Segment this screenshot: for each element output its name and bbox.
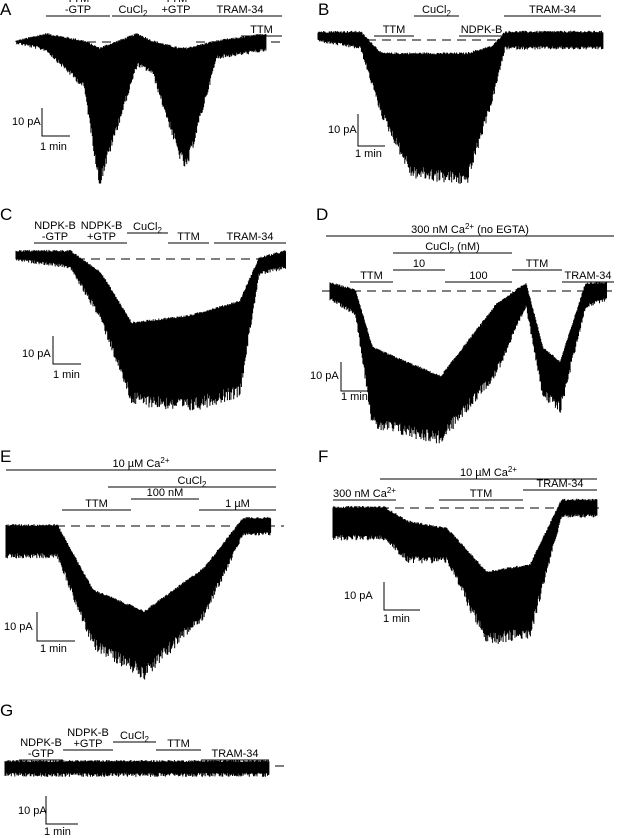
scale-bar-y-label: 10 pA [12,116,41,128]
condition-label: TTM [470,488,493,500]
current-trace [317,30,604,184]
panel-label: F [318,447,328,466]
condition-label: NDPK-B [20,737,62,749]
condition-label: TRAM-34 [564,270,611,282]
current-trace [4,760,270,777]
condition-label: +GTP [161,4,190,16]
condition-label: 10 µM Ca2+ [112,456,169,470]
panel-label: D [316,205,328,224]
condition-label: CuCl2 [422,4,451,18]
scale-bar-x-label: 1 min [40,643,67,655]
panel-label: E [0,447,11,466]
current-trace [332,498,598,644]
condition-label: CuCl2 [119,4,148,18]
scale-bar-y-label: 10 pA [328,124,357,136]
scale-bar-y-label: 10 pA [18,805,47,817]
condition-label: 10 µM Ca2+ [460,465,517,479]
scale-bar [45,796,78,825]
panel-f: F 300 nM Ca2+ 10 µM Ca2+ TTM TRAM-34 10 pA 1 m… [318,447,604,644]
panel-label: A [0,0,12,19]
condition-label: TTM [250,24,273,36]
scale-bar [41,108,70,137]
condition-label: -GTP [28,748,54,760]
condition-label: 100 [469,270,487,282]
condition-label: 300 nM Ca2+ [333,486,396,500]
scale-bar-y-label: 10 pA [22,348,51,360]
panel-d: D 300 nM Ca2+ (no EGTA) CuCl2 (nM) TTM 10 100… [310,205,614,444]
condition-label: NDPK-B [67,727,109,739]
condition-label: TTM [165,0,188,5]
condition-label: TRAM-34 [216,4,263,16]
condition-label: TTM [177,231,200,243]
condition-label: -GTP [42,231,68,243]
current-trace [5,516,272,680]
condition-label: TTM [85,498,108,510]
panel-b: B TTM CuCl2 NDPK-B TRAM-34 10 pA 1 min [317,0,604,184]
current-trace [15,33,267,184]
condition-label: NDPK-B [81,220,123,232]
panel-e: E 10 µM Ca2+ CuCl2 TTM 100 nM 1 µM 10 pA 1 min [0,447,284,680]
condition-label: NDPK-B [461,24,503,36]
condition-label: 10 [413,258,425,270]
condition-label: NDPK-B [34,220,76,232]
condition-label: TTM [67,0,90,5]
panel-label: B [318,0,329,19]
condition-label: TTM [360,270,383,282]
condition-label: 100 nM [147,487,184,499]
condition-label: CuCl2 (nM) [425,241,480,255]
scale-bar [36,612,75,642]
condition-label: 300 nM Ca2+ (no EGTA) [411,222,529,236]
current-trace [15,249,286,411]
condition-label: CuCl2 [133,221,162,235]
scale-bar-y-label: 10 pA [4,621,33,633]
condition-label: +GTP [73,738,102,750]
scale-bar-y-label: 10 pA [344,590,373,602]
scale-bar-x-label: 1 min [40,141,67,153]
condition-label: CuCl2 [120,730,149,744]
condition-label: CuCl2 [178,475,207,489]
condition-label: TRAM-34 [529,4,576,16]
condition-label: +GTP [87,231,116,243]
scale-bar [52,336,81,365]
scale-bar [340,362,369,392]
condition-label: 1 µM [225,498,250,510]
condition-label: TRAM-34 [226,231,273,243]
scale-bar-x-label: 1 min [53,369,80,381]
scale-bar-x-label: 1 min [355,148,382,160]
panel-label: G [0,701,13,720]
scale-bar-x-label: 1 min [383,613,410,625]
panel-label: C [0,205,12,224]
condition-label: TRAM-34 [536,478,583,490]
current-trace [329,281,607,444]
scale-bar-x-label: 1 min [341,391,368,403]
condition-label: TTM [383,24,406,36]
scale-bar-x-label: 1 min [44,826,71,838]
scale-bar [357,114,385,147]
scale-bar [383,582,420,611]
condition-label: TTM [526,258,549,270]
condition-label: -GTP [65,4,91,16]
scale-bar-y-label: 10 pA [310,370,339,382]
condition-label: TRAM-34 [211,748,258,760]
condition-label: TTM [167,738,190,750]
